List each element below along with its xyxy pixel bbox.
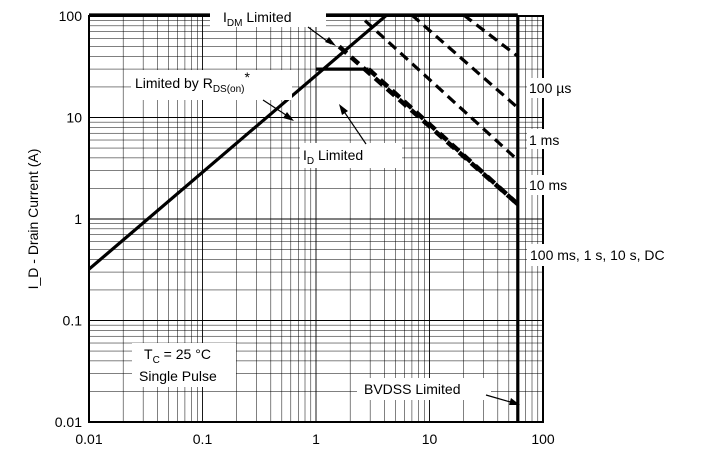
- curve-label-10ms: 10 ms: [529, 177, 567, 193]
- bvdss-leader: [485, 394, 515, 404]
- y-tick-label: 0.1: [63, 313, 83, 329]
- single-pulse-label: Single Pulse: [139, 368, 217, 384]
- y-axis-label-main: I_D - Drain Current (A): [25, 149, 41, 290]
- series-line-6: [363, 19, 519, 162]
- id-limited-label: ID Limited: [303, 147, 363, 167]
- curve-label-100us: 100 µs: [529, 80, 571, 96]
- id-arrowhead: [339, 104, 348, 115]
- y-tick-label: 1: [74, 211, 82, 227]
- id-leader: [342, 109, 367, 145]
- idm-limited-label: IDM Limited: [223, 9, 291, 29]
- y-tick-label: 10: [66, 110, 82, 126]
- curve-label-1ms: 1 ms: [529, 132, 559, 148]
- bvdss-limited-label: BVDSS Limited: [364, 381, 460, 397]
- annotations: IDM Limited Limited by RDS(on)* ID Limit…: [131, 7, 709, 405]
- x-tick-label: 1: [312, 431, 320, 447]
- tc-label: TC = 25 °C: [144, 346, 211, 366]
- y-tick-label: 0.01: [55, 414, 82, 430]
- x-tick-label: 0.01: [75, 431, 102, 447]
- y-tick-label: 100: [59, 8, 83, 24]
- rds-leader: [262, 99, 290, 118]
- x-tick-label: 10: [422, 431, 438, 447]
- bvdss-arrowhead: [509, 398, 520, 405]
- idm-arrowhead: [325, 37, 336, 46]
- x-tick-label: 100: [531, 431, 555, 447]
- curve-label-dc: 100 ms, 1 s, 10 s, DC: [530, 247, 665, 263]
- tick-labels: 0.01 0.1 1 10 100 0.01 0.1 1 10 100: [55, 8, 555, 447]
- series-line-4: [462, 13, 519, 58]
- series-line-0: [87, 13, 388, 271]
- series-line-5: [410, 13, 519, 109]
- rds-arrowhead: [283, 112, 294, 121]
- y-axis-label: I_D - Drain Current (A): [25, 149, 41, 290]
- rds-limited-label: Limited by RDS(on)*: [135, 69, 251, 95]
- x-tick-label: 0.1: [193, 431, 213, 447]
- series-line-8: [366, 67, 520, 206]
